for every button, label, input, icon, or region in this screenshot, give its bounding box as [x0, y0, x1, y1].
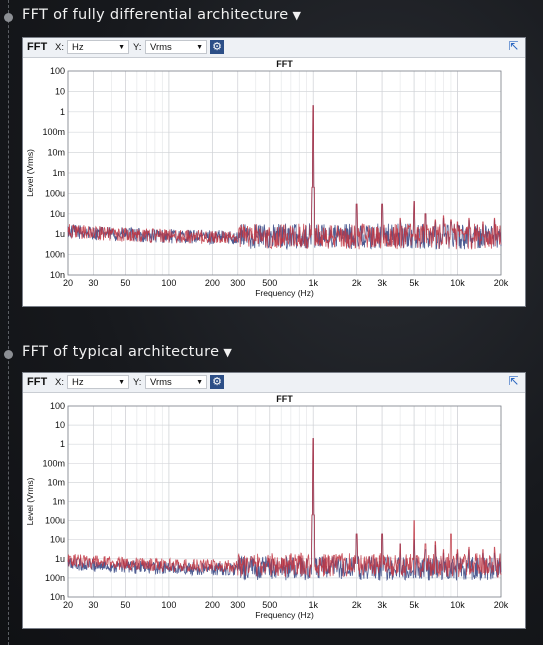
expand-icon[interactable]: ⇱ — [508, 39, 519, 53]
chart-toolbar: FFT X: Hz ▼ Y: Vrms ▼ ⚙ ⇱ — [23, 38, 525, 58]
series-group — [67, 105, 502, 251]
chart-title: FFT — [276, 59, 293, 69]
dropdown-arrow-icon: ▼ — [196, 379, 203, 386]
caret-down-icon: ▼ — [223, 346, 233, 359]
x-tick-label: 30 — [88, 600, 98, 610]
x-unit-select[interactable]: Hz ▼ — [67, 40, 129, 54]
y-axis-title: Level (Vrms) — [25, 477, 35, 525]
x-tick-label: 1k — [308, 278, 318, 288]
x-tick-label: 100 — [161, 278, 176, 288]
section-title-text: FFT of typical architecture — [22, 344, 220, 360]
x-tick-label: 30 — [88, 278, 98, 288]
fft-label: FFT — [27, 41, 48, 53]
y-tick-label: 100m — [42, 458, 65, 468]
y-tick-label: 10m — [47, 148, 65, 158]
y-tick-label: 1u — [55, 554, 65, 564]
y-tick-label: 100u — [45, 516, 65, 526]
x-tick-label: 10k — [450, 278, 465, 288]
y-tick-label: 10 — [55, 86, 65, 96]
y-tick-label: 100 — [50, 401, 65, 411]
x-tick-label: 500 — [262, 600, 277, 610]
dropdown-arrow-icon: ▼ — [196, 44, 203, 51]
x-unit-value: Hz — [72, 377, 84, 388]
section-title[interactable]: FFT of fully differential architecture ▼ — [22, 7, 301, 23]
y-tick-label: 10n — [50, 270, 65, 280]
caret-down-icon: ▼ — [292, 9, 302, 22]
y-tick-label: 10u — [50, 535, 65, 545]
x-tick-label: 500 — [262, 278, 277, 288]
y-tick-label: 100n — [45, 250, 65, 260]
x-tick-label: 300 — [230, 278, 245, 288]
x-tick-label: 2k — [352, 600, 362, 610]
fft-panel: FFT X: Hz ▼ Y: Vrms ▼ ⚙ ⇱ FFT 100 10 1 100m 10m… — [22, 372, 526, 629]
series-group — [67, 438, 502, 582]
gear-icon[interactable]: ⚙ — [210, 375, 224, 389]
x-tick-label: 3k — [377, 600, 387, 610]
dropdown-arrow-icon: ▼ — [118, 44, 125, 51]
x-tick-label: 300 — [230, 600, 245, 610]
x-tick-label: 50 — [120, 600, 130, 610]
y-unit-value: Vrms — [150, 377, 172, 388]
timeline-line — [8, 0, 9, 645]
y-tick-label: 10n — [50, 592, 65, 602]
y-unit-select[interactable]: Vrms ▼ — [145, 40, 207, 54]
x-unit-value: Hz — [72, 42, 84, 53]
timeline-dot — [4, 350, 13, 359]
x-tick-label: 200 — [205, 278, 220, 288]
x-tick-label: 1k — [308, 600, 318, 610]
y-tick-label: 100n — [45, 573, 65, 583]
y-tick-label: 100 — [50, 66, 65, 76]
x-unit-select[interactable]: Hz ▼ — [67, 375, 129, 389]
x-tick-label: 5k — [409, 278, 419, 288]
chart-title: FFT — [276, 394, 293, 404]
x-tick-label: 2k — [352, 278, 362, 288]
series-line — [67, 105, 502, 250]
x-tick-label: 20 — [63, 600, 73, 610]
y-axis-label: Y: — [133, 42, 142, 53]
x-tick-label: 3k — [377, 278, 387, 288]
x-tick-label: 5k — [409, 600, 419, 610]
x-tick-label: 20k — [494, 278, 509, 288]
y-unit-select[interactable]: Vrms ▼ — [145, 375, 207, 389]
y-tick-label: 10m — [47, 477, 65, 487]
fft-panel: FFT X: Hz ▼ Y: Vrms ▼ ⚙ ⇱ FFT 100 10 1 100m 10m… — [22, 37, 526, 307]
y-tick-label: 100m — [42, 127, 65, 137]
y-tick-label: 1u — [55, 229, 65, 239]
y-tick-label: 1m — [52, 497, 65, 507]
y-tick-label: 1 — [60, 107, 65, 117]
section-title-text: FFT of fully differential architecture — [22, 7, 289, 23]
section-title[interactable]: FFT of typical architecture ▼ — [22, 344, 232, 360]
plot-area-frame — [67, 405, 502, 598]
plot-area-frame — [67, 70, 502, 276]
gear-icon[interactable]: ⚙ — [210, 40, 224, 54]
x-axis-title: Frequency (Hz) — [255, 610, 314, 620]
chart-toolbar: FFT X: Hz ▼ Y: Vrms ▼ ⚙ ⇱ — [23, 373, 525, 393]
y-axis-title: Level (Vrms) — [25, 149, 35, 197]
y-axis-label: Y: — [133, 377, 142, 388]
series-line — [67, 438, 502, 578]
x-tick-label: 50 — [120, 278, 130, 288]
x-axis-title: Frequency (Hz) — [255, 288, 314, 298]
fft-label: FFT — [27, 376, 48, 388]
timeline-dot — [4, 13, 13, 22]
y-tick-label: 1 — [60, 439, 65, 449]
y-tick-label: 1m — [52, 168, 65, 178]
x-tick-label: 200 — [205, 600, 220, 610]
x-tick-label: 10k — [450, 600, 465, 610]
y-tick-label: 100u — [45, 188, 65, 198]
y-tick-label: 10 — [55, 420, 65, 430]
y-unit-value: Vrms — [150, 42, 172, 53]
x-axis-label: X: — [55, 42, 64, 53]
expand-icon[interactable]: ⇱ — [508, 374, 519, 388]
dropdown-arrow-icon: ▼ — [118, 379, 125, 386]
x-tick-label: 20 — [63, 278, 73, 288]
y-tick-label: 10u — [50, 209, 65, 219]
x-tick-label: 20k — [494, 600, 509, 610]
x-axis-label: X: — [55, 377, 64, 388]
x-tick-label: 100 — [161, 600, 176, 610]
